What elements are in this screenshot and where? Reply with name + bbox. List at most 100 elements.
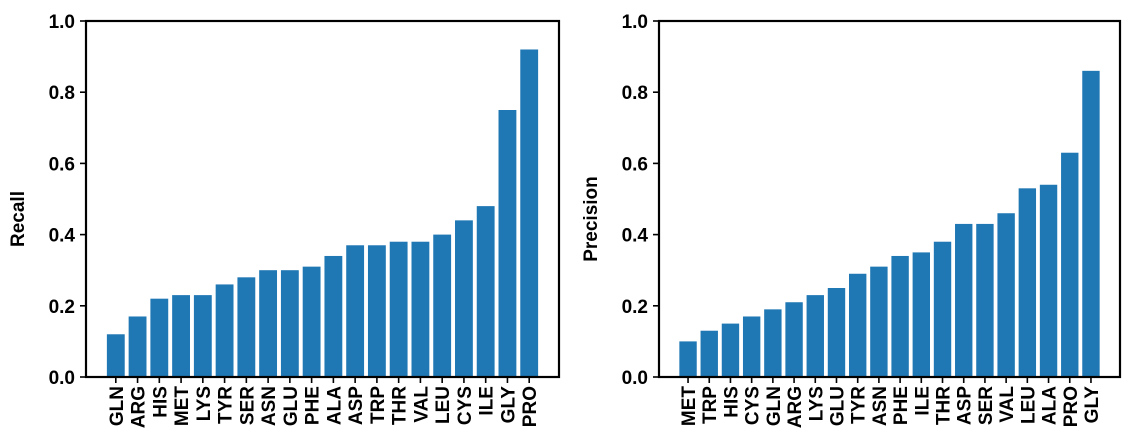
bar-asn	[259, 270, 278, 377]
x-tick-label: TYR	[216, 386, 237, 424]
x-tick-label: GLN	[764, 386, 785, 426]
x-tick-label: ALA	[324, 386, 345, 425]
chart-panel-1: GLN ARG HIS MET LYS TYR SER ASN GLU PHE ALA ASP TRP T…	[8, 12, 561, 428]
y-tick-label: 0.4	[622, 226, 649, 247]
x-tick-label: CYS	[743, 386, 764, 425]
y-tick-label: 0.0	[622, 368, 648, 389]
x-tick-label: TRP	[700, 386, 721, 424]
bar-ala	[1039, 184, 1058, 377]
x-tick-label: PRO	[520, 386, 541, 427]
x-tick-label: ARG	[785, 386, 806, 428]
bar-ile	[476, 206, 495, 377]
bar-thr	[933, 241, 952, 377]
x-tick-label: VAL	[411, 386, 432, 423]
bar-gln	[764, 309, 782, 377]
bar-asp	[955, 223, 973, 377]
bar-gly	[1082, 70, 1100, 377]
bar-cys	[742, 316, 761, 377]
axes-frame	[84, 19, 561, 379]
bar-ile	[912, 252, 930, 377]
bar-glu	[280, 270, 299, 377]
bar-glu	[827, 288, 846, 377]
x-tick-label: HIS	[721, 386, 742, 418]
axes-frame	[657, 19, 1122, 379]
x-tick-label: SER	[237, 386, 258, 425]
y-tick-label: 0.8	[49, 83, 75, 104]
y-tick-label: 0.8	[622, 83, 648, 104]
x-tick-label: LYS	[806, 386, 827, 421]
bar-tyr	[215, 284, 234, 377]
x-tick-label: ARG	[129, 386, 150, 428]
bar-asp	[346, 245, 365, 377]
x-tick-label: THR	[934, 386, 955, 425]
x-tick-label: PHE	[891, 386, 912, 425]
x-tick-label: ASP	[346, 386, 367, 425]
bar-his	[150, 298, 169, 377]
bar-leu	[433, 234, 452, 377]
x-tick-label: LEU	[433, 386, 454, 424]
bar-arg	[785, 302, 803, 377]
x-tick-label: SER	[976, 386, 997, 425]
bar-gln	[106, 334, 125, 377]
x-tick-label: TRP	[368, 386, 389, 424]
y-tick-label: 0.0	[49, 368, 75, 389]
bar-pro	[520, 49, 539, 377]
y-tick-label: 0.2	[49, 297, 75, 318]
chart-panel-2: MET TRP HIS CYS GLN ARG LYS GLU TYR ASN PHE ILE THR A…	[581, 12, 1122, 428]
x-tick-label: MET	[679, 386, 700, 427]
bar-gly	[498, 110, 517, 377]
x-tick-label: MET	[172, 386, 193, 427]
x-tick-label: HIS	[150, 386, 171, 418]
bar-pro	[1061, 152, 1079, 377]
y-tick-label: 0.6	[622, 154, 648, 175]
bar-trp	[700, 330, 718, 377]
bar-ser	[237, 277, 256, 377]
x-tick-label: VAL	[997, 386, 1018, 423]
x-tick-label: GLU	[827, 386, 848, 426]
bar-val	[997, 213, 1015, 377]
x-tick-label: ILE	[477, 386, 498, 416]
x-tick-label: ALA	[1040, 386, 1061, 425]
bar-asn	[870, 266, 888, 377]
bar-phe	[891, 255, 909, 377]
x-tick-label: PRO	[1061, 386, 1082, 427]
bar-tyr	[849, 273, 867, 377]
bar-his	[721, 323, 740, 377]
x-tick-label: GLU	[281, 386, 302, 426]
y-tick-label: 0.2	[622, 297, 648, 318]
bar-ala	[324, 255, 343, 377]
bar-thr	[389, 241, 408, 377]
x-tick-label: GLN	[107, 386, 128, 426]
bar-phe	[302, 266, 321, 377]
x-tick-label: LEU	[1018, 386, 1039, 424]
x-tick-label: LYS	[194, 386, 215, 421]
bar-lys	[806, 295, 824, 377]
x-tick-label: CYS	[455, 386, 476, 425]
bar-val	[411, 241, 430, 377]
x-tick-label: ASN	[259, 386, 280, 426]
y-axis-label: Precision	[581, 176, 602, 262]
x-tick-label: ASN	[870, 386, 891, 426]
x-tick-label: ILE	[912, 386, 933, 416]
bar-arg	[128, 316, 147, 377]
bar-trp	[367, 245, 386, 377]
x-tick-label: GLY	[1082, 386, 1103, 424]
bar-ser	[976, 223, 994, 377]
bar-met	[679, 341, 697, 377]
y-tick-label: 1.0	[49, 12, 75, 33]
bar-cys	[455, 220, 473, 377]
y-axis-label: Recall	[8, 191, 29, 247]
y-tick-label: 1.0	[622, 12, 648, 33]
bar-leu	[1018, 188, 1037, 377]
x-tick-label: GLY	[498, 386, 519, 424]
y-tick-label: 0.6	[49, 154, 75, 175]
bar-lys	[193, 295, 212, 377]
x-tick-label: THR	[390, 386, 411, 425]
x-tick-label: TYR	[849, 386, 870, 424]
x-tick-label: ASP	[955, 386, 976, 425]
bar-met	[172, 295, 190, 377]
y-tick-label: 0.4	[49, 226, 76, 247]
x-tick-label: PHE	[303, 386, 324, 425]
